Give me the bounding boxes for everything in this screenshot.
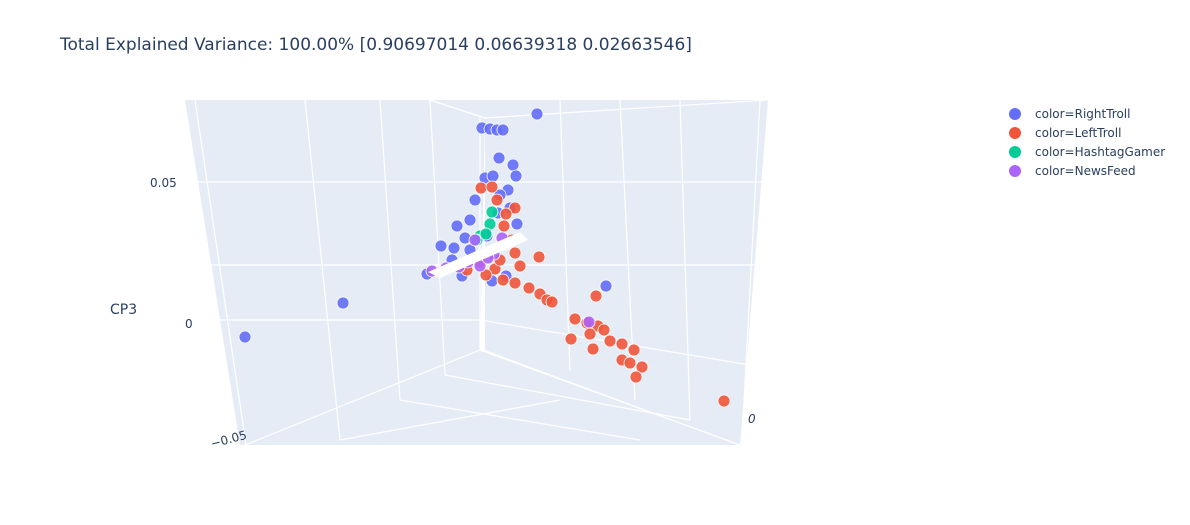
scatter-point[interactable] (635, 360, 649, 374)
scatter-point[interactable] (506, 158, 520, 172)
legend: color=RightTroll color=LeftTroll color=H… (1009, 107, 1165, 178)
scatter-point[interactable] (497, 219, 511, 233)
scatter-point[interactable] (490, 193, 504, 207)
legend-label: color=RightTroll (1035, 107, 1130, 121)
chart-title: Total Explained Variance: 100.00% [0.906… (59, 35, 692, 55)
y-tick-label: 0 (748, 412, 756, 426)
scatter-point[interactable] (564, 332, 578, 346)
scatter-point[interactable] (479, 268, 493, 282)
scatter-point[interactable] (583, 327, 597, 341)
scatter-point[interactable] (468, 233, 482, 247)
scatter-point[interactable] (508, 201, 522, 215)
z-axis-title: CP3 (110, 302, 137, 318)
dense-point-streak (428, 232, 528, 278)
left-wall-pane (185, 100, 485, 445)
legend-label: color=NewsFeed (1035, 164, 1136, 178)
scatter-point[interactable] (545, 295, 559, 309)
scatter-point[interactable] (599, 279, 613, 293)
scatter-point[interactable] (508, 276, 522, 290)
scatter-point[interactable] (499, 207, 513, 221)
scatter-point[interactable] (238, 330, 252, 344)
scatter-point[interactable] (532, 250, 546, 264)
legend-item-lefttroll[interactable]: color=LeftTroll (1009, 126, 1121, 140)
legend-label: color=HashtagGamer (1035, 145, 1165, 159)
legend-marker (1009, 165, 1021, 177)
scatter-point[interactable] (336, 296, 350, 310)
z-tick-label: 0.05 (150, 176, 177, 190)
legend-item-righttroll[interactable]: color=RightTroll (1009, 107, 1130, 121)
scatter-point[interactable] (463, 213, 477, 227)
scatter-point[interactable] (629, 370, 643, 384)
scatter-point[interactable] (447, 241, 461, 255)
scatter-point[interactable] (603, 334, 617, 348)
scatter-point[interactable] (485, 180, 499, 194)
scatter-point[interactable] (597, 323, 611, 337)
scatter-point[interactable] (496, 123, 510, 137)
scatter-point[interactable] (450, 219, 464, 233)
scatter-point[interactable] (496, 273, 510, 287)
scatter-point[interactable] (586, 342, 600, 356)
scatter-point[interactable] (508, 246, 522, 260)
legend-label: color=LeftTroll (1035, 126, 1121, 140)
scatter-point[interactable] (479, 227, 493, 241)
scatter-point[interactable] (468, 193, 482, 207)
scatter-point[interactable] (485, 205, 499, 219)
scatter-point[interactable] (434, 239, 448, 253)
legend-item-hashtaggamer[interactable]: color=HashtagGamer (1009, 145, 1165, 159)
z-tick-label: 0 (185, 317, 193, 331)
scatter-point[interactable] (717, 394, 731, 408)
scatter-point[interactable] (530, 107, 544, 121)
right-wall-pane (430, 100, 768, 445)
scatter-point[interactable] (522, 281, 536, 295)
floor-pane (240, 350, 740, 445)
legend-marker (1009, 127, 1021, 139)
scatter-point[interactable] (474, 181, 488, 195)
legend-marker (1009, 108, 1021, 120)
legend-item-newsfeed[interactable]: color=NewsFeed (1009, 164, 1136, 178)
scatter-point[interactable] (568, 312, 582, 326)
data-points (238, 107, 731, 408)
scatter-point[interactable] (615, 337, 629, 351)
scatter-point[interactable] (486, 169, 500, 183)
legend-marker (1009, 146, 1021, 158)
scatter-point[interactable] (509, 169, 523, 183)
scatter-point[interactable] (582, 315, 596, 329)
z-tick-label: −0.05 (209, 428, 248, 451)
scene-panes (185, 100, 768, 445)
scatter-point[interactable] (492, 151, 506, 165)
scatter-point[interactable] (623, 356, 637, 370)
scatter-point[interactable] (627, 343, 641, 357)
scatter-point[interactable] (513, 259, 527, 273)
scatter-point[interactable] (510, 217, 524, 231)
scatter-point[interactable] (589, 289, 603, 303)
